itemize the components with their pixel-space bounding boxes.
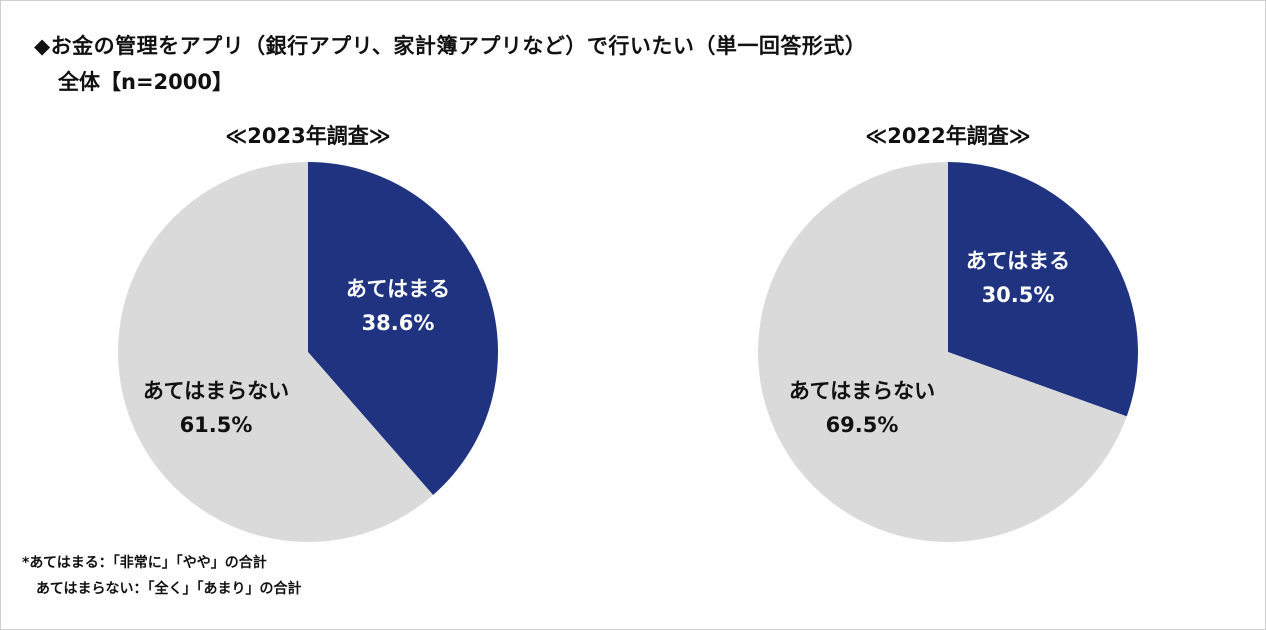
pie-title-2023: ≪2023年調査≫: [225, 124, 391, 148]
slice-value-2022-negative: 69.5%: [826, 413, 899, 437]
pie-slice-2023-negative: [118, 162, 434, 542]
pie-slice-2023-positive: [308, 162, 499, 496]
slice-value-2022-positive: 30.5%: [982, 283, 1055, 307]
slice-label-2023-positive: あてはまる: [346, 277, 450, 301]
slice-label-2022-positive: あてはまる: [966, 249, 1070, 273]
pie-title-2022: ≪2022年調査≫: [865, 124, 1031, 148]
slice-label-2022-negative: あてはまらない: [789, 379, 935, 403]
slice-value-2023-negative: 61.5%: [180, 413, 253, 437]
slice-value-2023-positive: 38.6%: [362, 311, 435, 335]
footnote-negative: あてはまらない：「全く」「あまり」の合計: [36, 581, 302, 597]
chart-subtitle: 全体【n=2000】: [58, 70, 233, 94]
chart-title: ◆お金の管理をアプリ（銀行アプリ、家計簿アプリなど）で行いたい（単一回答形式）: [34, 34, 867, 58]
slice-label-2023-negative: あてはまらない: [143, 379, 289, 403]
pie-slice-2022-positive: [948, 162, 1138, 417]
footnote-positive: *あてはまる：「非常に」「やや」の合計: [22, 555, 267, 571]
pie-slice-2022-negative: [758, 162, 1127, 542]
